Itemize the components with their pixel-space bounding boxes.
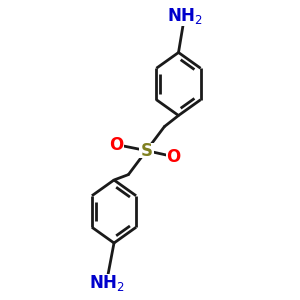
Text: O: O: [166, 148, 181, 166]
FancyBboxPatch shape: [169, 8, 200, 26]
Text: NH$_2$: NH$_2$: [167, 7, 203, 26]
FancyBboxPatch shape: [166, 149, 181, 164]
FancyBboxPatch shape: [139, 143, 154, 158]
Text: NH$_2$: NH$_2$: [88, 273, 124, 292]
Text: O: O: [109, 136, 124, 154]
Text: S: S: [140, 142, 152, 160]
FancyBboxPatch shape: [92, 274, 122, 292]
FancyBboxPatch shape: [109, 137, 124, 152]
